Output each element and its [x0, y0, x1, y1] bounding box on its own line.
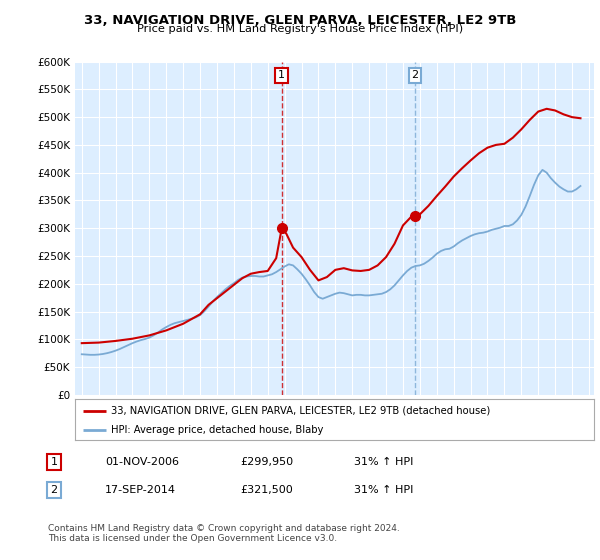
Text: 17-SEP-2014: 17-SEP-2014: [105, 485, 176, 495]
Text: HPI: Average price, detached house, Blaby: HPI: Average price, detached house, Blab…: [112, 424, 324, 435]
Text: 1: 1: [278, 71, 285, 81]
Text: 1: 1: [50, 457, 58, 467]
Text: £321,500: £321,500: [240, 485, 293, 495]
Text: 31% ↑ HPI: 31% ↑ HPI: [354, 485, 413, 495]
Text: Price paid vs. HM Land Registry's House Price Index (HPI): Price paid vs. HM Land Registry's House …: [137, 24, 463, 34]
Text: 33, NAVIGATION DRIVE, GLEN PARVA, LEICESTER, LE2 9TB: 33, NAVIGATION DRIVE, GLEN PARVA, LEICES…: [84, 14, 516, 27]
Text: 2: 2: [50, 485, 58, 495]
Text: £299,950: £299,950: [240, 457, 293, 467]
Text: 01-NOV-2006: 01-NOV-2006: [105, 457, 179, 467]
Text: Contains HM Land Registry data © Crown copyright and database right 2024.
This d: Contains HM Land Registry data © Crown c…: [48, 524, 400, 543]
Text: 33, NAVIGATION DRIVE, GLEN PARVA, LEICESTER, LE2 9TB (detached house): 33, NAVIGATION DRIVE, GLEN PARVA, LEICES…: [112, 405, 491, 416]
Text: 31% ↑ HPI: 31% ↑ HPI: [354, 457, 413, 467]
Text: 2: 2: [412, 71, 419, 81]
